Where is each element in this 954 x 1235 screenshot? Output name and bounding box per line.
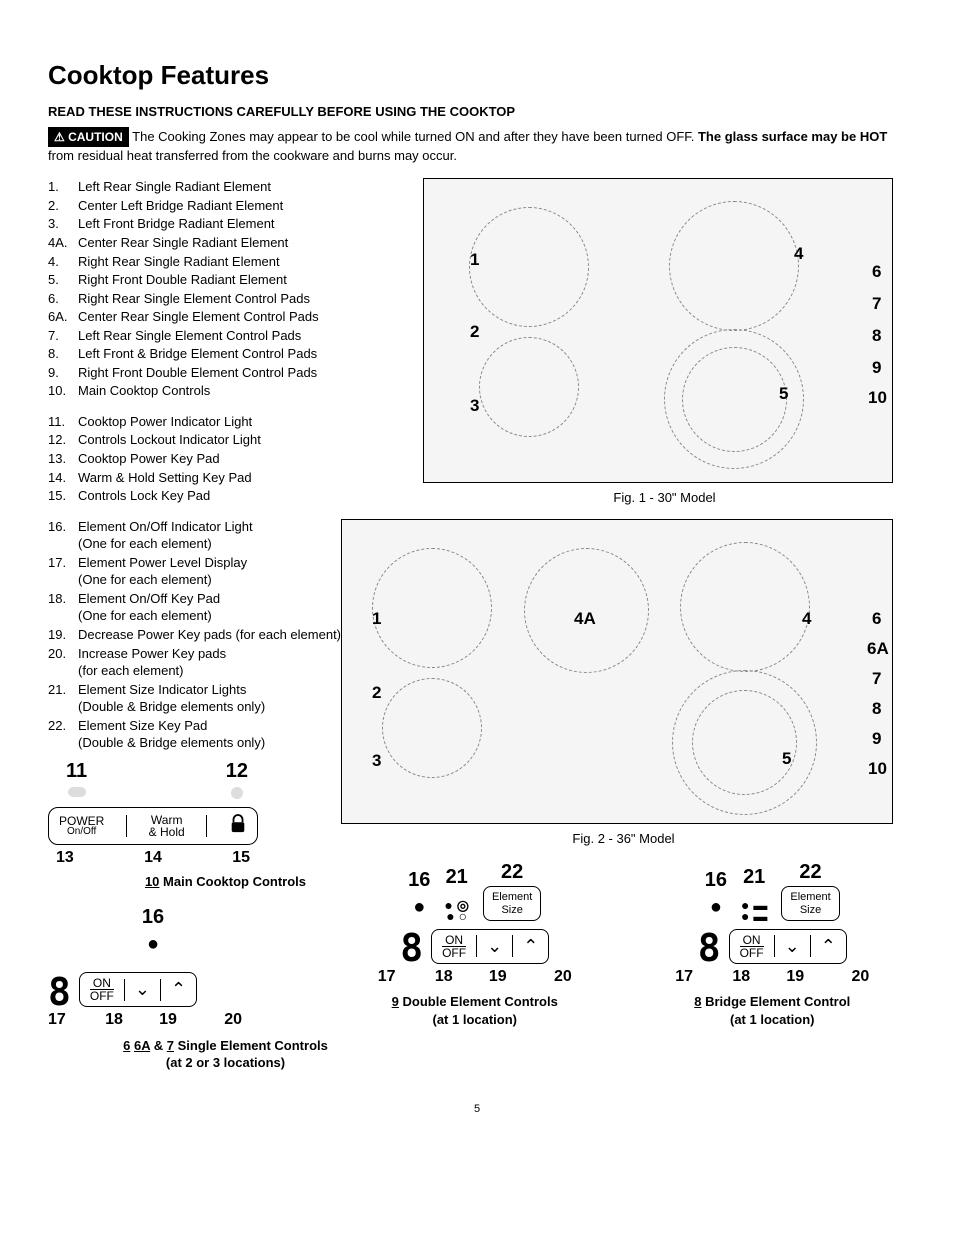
diagram-callout: 2 — [470, 321, 479, 344]
single-controls-caption: 6 6A & 7 Single Element Controls — [48, 1037, 403, 1055]
figure-1-caption: Fig. 1 - 30" Model — [423, 489, 906, 507]
diagram-callout: 7 — [872, 293, 881, 316]
subheading: READ THESE INSTRUCTIONS CAREFULLY BEFORE… — [48, 103, 906, 121]
burner-circle — [669, 201, 799, 331]
chevron-up-icon: ⌃ — [171, 977, 186, 1001]
diagram-callout: 4 — [802, 608, 811, 631]
diagram-callout: 5 — [779, 383, 788, 406]
feature-item: 4.Right Rear Single Radiant Element — [48, 253, 403, 271]
callout-18: 18 — [86, 1009, 142, 1031]
callout-11: 11 — [66, 758, 87, 785]
callout-17: 17 — [48, 1009, 86, 1031]
diagram-callout: 4 — [794, 243, 803, 266]
feature-item: 15.Controls Lock Key Pad — [48, 487, 403, 505]
feature-item: 5.Right Front Double Radiant Element — [48, 271, 403, 289]
feature-item: 9.Right Front Double Element Control Pad… — [48, 364, 403, 382]
diagram-callout: 8 — [872, 325, 881, 348]
figure-2-caption: Fig. 2 - 36" Model — [341, 830, 906, 848]
diagram-callout: 8 — [872, 698, 881, 721]
figure-2-diagram: 1 4A 4 2 3 5 6 6A 7 8 9 10 — [341, 519, 893, 824]
feature-item: 6A.Center Rear Single Element Control Pa… — [48, 308, 403, 326]
feature-item: 12.Controls Lockout Indicator Light — [48, 431, 403, 449]
callout-20: 20 — [194, 1009, 242, 1031]
callout-16-left: 16● — [48, 904, 258, 958]
diagram-callout: 10 — [868, 387, 887, 410]
feature-list-1: 1.Left Rear Single Radiant Element2.Cent… — [48, 178, 403, 400]
diagram-callout: 3 — [372, 750, 381, 773]
caution-text-1: The Cooking Zones may appear to be cool … — [132, 129, 698, 144]
feature-item: 13.Cooktop Power Key Pad — [48, 450, 403, 468]
double-element-controls-diagram: 16● 21 ● ◎● ○ 22 ElementSize 8 ONOFF — [341, 859, 609, 1028]
callout-15: 15 — [232, 847, 250, 869]
feature-item: 6.Right Rear Single Element Control Pads — [48, 290, 403, 308]
seven-segment-icon: 8 — [48, 977, 71, 1007]
burner-circle — [682, 347, 787, 452]
burner-circle — [680, 542, 810, 672]
diagram-callout: 6 — [872, 608, 881, 631]
indicator-light-icon — [68, 787, 86, 797]
feature-item: 10.Main Cooktop Controls — [48, 382, 403, 400]
caution-badge: ⚠ CAUTION — [48, 127, 129, 147]
lockout-light-icon — [231, 787, 243, 799]
diagram-callout: 3 — [470, 395, 479, 418]
page-number: 5 — [48, 1102, 906, 1117]
lock-icon — [229, 814, 247, 838]
feature-item: 11.Cooktop Power Indicator Light — [48, 413, 403, 431]
chevron-down-icon: ⌄ — [135, 977, 150, 1001]
diagram-callout: 2 — [372, 682, 381, 705]
burner-circle — [469, 207, 589, 327]
diagram-callout: 10 — [868, 758, 887, 781]
caution-text-2: from residual heat transferred from the … — [48, 148, 457, 163]
caution-bold: The glass surface may be HOT — [698, 129, 887, 144]
callout-19: 19 — [142, 1009, 194, 1031]
feature-item: 14.Warm & Hold Setting Key Pad — [48, 469, 403, 487]
hold-label: & Hold — [149, 826, 185, 838]
onoff-panel: ONOFF ⌄ ⌃ — [79, 972, 197, 1007]
power-onoff-label: On/Off — [59, 827, 104, 837]
diagram-callout: 6 — [872, 261, 881, 284]
single-controls-sub: (at 2 or 3 locations) — [48, 1054, 403, 1072]
feature-item: 2.Center Left Bridge Radiant Element — [48, 197, 403, 215]
callout-13: 13 — [56, 847, 74, 869]
diagram-callout: 1 — [470, 249, 479, 272]
page-title: Cooktop Features — [48, 58, 906, 93]
feature-item: 7.Left Rear Single Element Control Pads — [48, 327, 403, 345]
feature-list-2: 11.Cooktop Power Indicator Light12.Contr… — [48, 413, 403, 505]
diagram-callout: 6A — [867, 638, 889, 661]
diagram-callout: 1 — [372, 608, 381, 631]
diagram-callout: 7 — [872, 668, 881, 691]
burner-circle — [479, 337, 579, 437]
burner-circle — [382, 678, 482, 778]
bridge-element-controls-diagram: 16● 21 ● ▬● ▬ 22 ElementSize 8 ONOFF — [639, 859, 907, 1028]
caution-paragraph: ⚠ CAUTION The Cooking Zones may appear t… — [48, 127, 906, 165]
burner-circle — [692, 690, 797, 795]
feature-item: 8.Left Front & Bridge Element Control Pa… — [48, 345, 403, 363]
diagram-callout: 5 — [782, 748, 791, 771]
diagram-callout: 9 — [872, 728, 881, 751]
callout-14: 14 — [144, 847, 162, 869]
figure-1-diagram: 1 4 2 3 5 6 7 8 9 10 — [423, 178, 893, 483]
feature-item: 1.Left Rear Single Radiant Element — [48, 178, 403, 196]
main-control-panel: POWER On/Off Warm & Hold — [48, 807, 258, 845]
burner-circle — [372, 548, 492, 668]
feature-item: 3.Left Front Bridge Radiant Element — [48, 215, 403, 233]
feature-item: 4A.Center Rear Single Radiant Element — [48, 234, 403, 252]
callout-12: 12 — [226, 758, 248, 785]
diagram-callout: 4A — [574, 608, 596, 631]
diagram-callout: 9 — [872, 357, 881, 380]
